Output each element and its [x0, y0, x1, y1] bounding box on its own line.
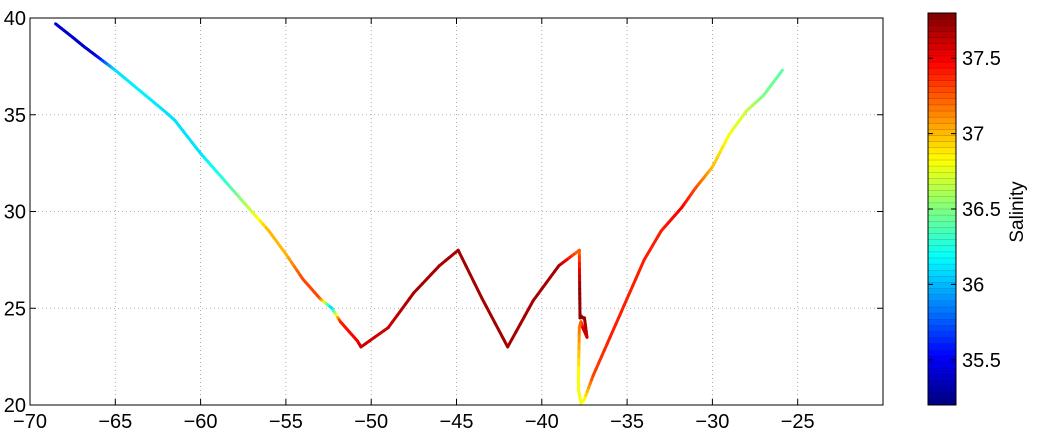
x-tick-label: −35 — [610, 411, 644, 433]
x-tick-label: −25 — [781, 411, 815, 433]
colorbar-band — [928, 209, 956, 216]
colorbar-band — [928, 136, 956, 143]
colorbar-band — [928, 374, 956, 381]
colorbar-band — [928, 313, 956, 320]
colorbar-band — [928, 246, 956, 253]
colorbar-band — [928, 283, 956, 290]
colorbar-band — [928, 191, 956, 198]
colorbar-band — [928, 295, 956, 302]
colorbar-band — [928, 178, 956, 185]
colorbar-band — [928, 276, 956, 283]
y-tick-label: 20 — [4, 395, 26, 417]
colorbar-tick-label: 36 — [962, 274, 984, 296]
x-tick-label: −50 — [354, 411, 388, 433]
colorbar-band — [928, 227, 956, 234]
colorbar-band — [928, 338, 956, 345]
colorbar-band — [928, 258, 956, 265]
colorbar-band — [928, 307, 956, 314]
colorbar-band — [928, 356, 956, 363]
colorbar-band — [928, 270, 956, 277]
colorbar-band — [928, 381, 956, 388]
x-tick-label: −60 — [184, 411, 218, 433]
grid-lines — [30, 18, 883, 405]
colorbar-band — [928, 350, 956, 357]
colorbar-band — [928, 325, 956, 332]
track-segment — [779, 70, 782, 74]
x-tick-label: −40 — [525, 411, 559, 433]
y-tick-label: 40 — [4, 8, 26, 30]
colorbar-band — [928, 344, 956, 351]
colorbar-band — [928, 215, 956, 222]
colorbar-band — [928, 185, 956, 192]
x-tick-label: −30 — [695, 411, 729, 433]
colorbar-band — [928, 197, 956, 204]
colorbar-band — [928, 221, 956, 228]
colorbar-band — [928, 368, 956, 375]
colorbar-band — [928, 387, 956, 394]
colorbar-band — [928, 129, 956, 136]
colorbar-band — [928, 148, 956, 155]
colorbar-band — [928, 44, 956, 51]
colorbar-band — [928, 160, 956, 167]
colorbar-band — [928, 19, 956, 26]
colorbar-tick-label: 35.5 — [962, 350, 1001, 372]
colorbar-band — [928, 399, 956, 406]
colorbar-band — [928, 62, 956, 69]
colorbar-band — [928, 319, 956, 326]
x-tick-label: −55 — [269, 411, 303, 433]
x-tick-label: −65 — [98, 411, 132, 433]
colorbar-band — [928, 332, 956, 339]
colorbar: 35.5 36 36.5 37 37.5 — [928, 13, 1001, 405]
colorbar-band — [928, 203, 956, 210]
colorbar-label: Salinity — [1007, 181, 1028, 243]
y-tick-label: 30 — [4, 202, 26, 224]
colorbar-band — [928, 362, 956, 369]
colorbar-band — [928, 117, 956, 124]
colorbar-band — [928, 87, 956, 94]
colorbar-band — [928, 142, 956, 149]
colorbar-band — [928, 234, 956, 241]
colorbar-band — [928, 105, 956, 112]
colorbar-band — [928, 25, 956, 32]
colorbar-band — [928, 289, 956, 296]
salinity-track — [56, 24, 783, 403]
colorbar-band — [928, 301, 956, 308]
colorbar-band — [928, 393, 956, 400]
x-tick-label: −45 — [440, 411, 474, 433]
colorbar-band — [928, 56, 956, 63]
y-tick-label: 35 — [4, 105, 26, 127]
colorbar-band — [928, 80, 956, 87]
colorbar-band — [928, 111, 956, 118]
colorbar-band — [928, 93, 956, 100]
colorbar-band — [928, 50, 956, 57]
colorbar-band — [928, 38, 956, 45]
y-tick-label: 25 — [4, 298, 26, 320]
colorbar-tick-label: 37.5 — [962, 48, 1001, 70]
colorbar-band — [928, 68, 956, 75]
colorbar-tick-label: 37 — [962, 124, 984, 146]
colorbar-band — [928, 13, 956, 20]
colorbar-band — [928, 252, 956, 259]
colorbar-band — [928, 166, 956, 173]
colorbar-band — [928, 154, 956, 161]
colorbar-band — [928, 99, 956, 106]
colorbar-band — [928, 123, 956, 130]
colorbar-band — [928, 240, 956, 247]
colorbar-band — [928, 31, 956, 38]
colorbar-tick-label: 36.5 — [962, 199, 1001, 221]
colorbar-band — [928, 74, 956, 81]
colorbar-band — [928, 264, 956, 271]
colorbar-band — [928, 172, 956, 179]
